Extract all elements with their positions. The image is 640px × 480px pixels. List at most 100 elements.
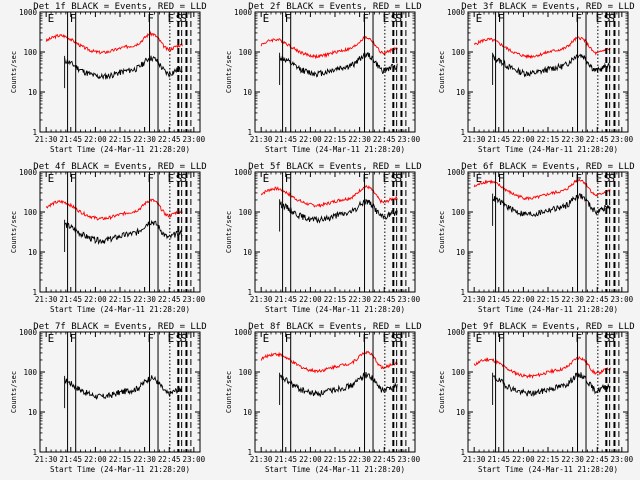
x-axis-label: Start Time (24-Mar-11 21:28:20) xyxy=(265,145,405,154)
events-series-black xyxy=(279,372,398,398)
y-tick-label: 1 xyxy=(460,448,465,457)
y-tick-label: 100 xyxy=(23,368,37,377)
y-axis-label: Counts/sec xyxy=(438,51,446,93)
y-tick-label: 1000 xyxy=(447,8,466,17)
y-tick-label: 1000 xyxy=(19,8,38,17)
flag-label: E xyxy=(383,332,390,345)
x-axis-label: Start Time (24-Mar-11 21:28:20) xyxy=(50,465,190,474)
plot-frame xyxy=(254,11,416,133)
y-tick-label: 100 xyxy=(23,208,37,217)
panel-det-5f: Det 5f BLACK = Events, RED = LLD 1 10 100 10… xyxy=(225,162,422,314)
y-tick-label: 1 xyxy=(32,288,37,297)
y-axis-label: Counts/sec xyxy=(225,51,233,93)
x-tick-label: 22:45 xyxy=(586,455,609,464)
flag-label: E xyxy=(48,172,55,185)
x-tick-label: 21:45 xyxy=(487,135,510,144)
flag-label: F xyxy=(575,332,582,345)
y-tick-label: 100 xyxy=(23,48,37,57)
x-axis-label: Start Time (24-Mar-11 21:28:20) xyxy=(50,305,190,314)
x-tick-label: 22:45 xyxy=(373,135,396,144)
flag-label: F xyxy=(285,332,292,345)
flag-label: E xyxy=(168,332,175,345)
y-tick-label: 100 xyxy=(451,208,465,217)
flag-label: S xyxy=(391,12,398,25)
flag-label: S xyxy=(609,12,616,25)
x-axis-label: Start Time (24-Mar-11 21:28:20) xyxy=(50,145,190,154)
panel-title: Det 5f BLACK = Events, RED = LLD xyxy=(248,162,421,172)
y-tick-label: 10 xyxy=(28,88,38,97)
y-tick-label: 1000 xyxy=(234,8,253,17)
panel-det-9f: Det 9f BLACK = Events, RED = LLD 1 10 100 10… xyxy=(438,322,635,474)
flag-label: E xyxy=(596,332,603,345)
x-tick-label: 21:30 xyxy=(250,455,273,464)
flag-label: S xyxy=(391,172,398,185)
x-tick-label: 22:00 xyxy=(512,135,535,144)
panel-det-6f: Det 6f BLACK = Events, RED = LLD 1 10 100 10… xyxy=(438,162,635,314)
x-tick-label: 21:45 xyxy=(487,455,510,464)
events-series-black xyxy=(64,55,183,80)
flag-label: E xyxy=(263,332,270,345)
y-tick-label: 1000 xyxy=(19,328,38,337)
x-tick-label: 22:00 xyxy=(299,455,322,464)
flag-label: S xyxy=(396,12,403,25)
panel-det-7f: Det 7f BLACK = Events, RED = LLD 1 10 100 10… xyxy=(10,322,207,474)
x-tick-label: 22:30 xyxy=(133,455,156,464)
lld-series-red xyxy=(260,35,398,60)
x-tick-label: 22:30 xyxy=(561,135,584,144)
flag-label: F xyxy=(70,12,77,25)
y-tick-label: 1 xyxy=(247,288,252,297)
flag-label: E xyxy=(48,12,55,25)
flag-label: F xyxy=(147,12,154,25)
flag-label: E xyxy=(476,172,483,185)
x-tick-label: 22:45 xyxy=(158,295,181,304)
events-series-black xyxy=(492,53,611,78)
y-tick-label: 10 xyxy=(456,408,466,417)
x-tick-label: 21:30 xyxy=(250,135,273,144)
flag-label: S xyxy=(396,332,403,345)
y-tick-label: 10 xyxy=(456,88,466,97)
flag-label: F xyxy=(70,172,77,185)
flag-label: E xyxy=(168,12,175,25)
panel-title: Det 8f BLACK = Events, RED = LLD xyxy=(248,322,421,332)
x-tick-label: 22:00 xyxy=(299,295,322,304)
x-tick-label: 21:30 xyxy=(463,295,486,304)
y-tick-label: 10 xyxy=(243,408,253,417)
flag-label: F xyxy=(362,332,369,345)
x-axis-label: Start Time (24-Mar-11 21:28:20) xyxy=(478,465,618,474)
flag-label: F xyxy=(147,172,154,185)
events-series-black xyxy=(279,52,398,78)
x-tick-label: 22:45 xyxy=(158,135,181,144)
x-tick-label: 22:00 xyxy=(84,135,107,144)
x-tick-label: 22:00 xyxy=(299,135,322,144)
x-tick-label: 22:30 xyxy=(348,295,371,304)
y-tick-label: 1000 xyxy=(19,168,38,177)
lld-series-red xyxy=(45,30,183,55)
panel-title: Det 3f BLACK = Events, RED = LLD xyxy=(461,2,634,12)
flag-label: S xyxy=(391,332,398,345)
x-tick-label: 22:00 xyxy=(512,455,535,464)
flag-label: E xyxy=(383,12,390,25)
panel-title: Det 1f BLACK = Events, RED = LLD xyxy=(33,2,206,12)
x-tick-label: 22:00 xyxy=(84,295,107,304)
lld-series-red xyxy=(473,178,611,201)
flag-label: F xyxy=(498,172,505,185)
x-tick-label: 21:45 xyxy=(274,295,297,304)
y-tick-label: 10 xyxy=(243,88,253,97)
x-axis-label: Start Time (24-Mar-11 21:28:20) xyxy=(478,305,618,314)
events-series-black xyxy=(279,198,398,224)
flag-label: E xyxy=(476,332,483,345)
x-tick-label: 21:45 xyxy=(274,455,297,464)
flag-label: F xyxy=(362,172,369,185)
panel-title: Det 4f BLACK = Events, RED = LLD xyxy=(33,162,206,172)
x-axis-label: Start Time (24-Mar-11 21:28:20) xyxy=(265,465,405,474)
x-tick-label: 22:15 xyxy=(324,135,347,144)
flag-label: F xyxy=(498,12,505,25)
y-tick-label: 100 xyxy=(238,368,252,377)
lld-series-red xyxy=(473,356,611,379)
y-tick-label: 100 xyxy=(451,48,465,57)
x-axis-label: Start Time (24-Mar-11 21:28:20) xyxy=(265,305,405,314)
y-axis-label: Counts/sec xyxy=(10,371,18,413)
flag-label: E xyxy=(263,12,270,25)
y-tick-label: 10 xyxy=(28,408,38,417)
